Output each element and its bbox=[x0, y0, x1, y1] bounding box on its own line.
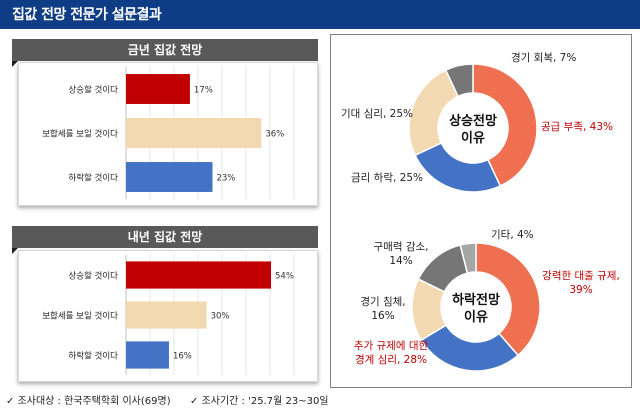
slice-label: 경기 침체, bbox=[360, 295, 405, 308]
data-label: 17% bbox=[194, 86, 213, 96]
category-label: 상승할 것이다 bbox=[68, 85, 118, 96]
bar-chart-2-title: 내년 집값 전망 bbox=[127, 230, 203, 244]
slice-label: 기대 심리, 25% bbox=[341, 108, 413, 120]
slice-label: 구매력 감소, bbox=[374, 241, 429, 253]
category-label: 보합세를 보일 것이다 bbox=[42, 311, 118, 322]
donut-center-title: 이유 bbox=[461, 130, 485, 146]
bar-panel-title-this-year: 금년 집값 전망 bbox=[12, 39, 318, 67]
slice-label: 14% bbox=[389, 255, 412, 267]
donut-slice bbox=[472, 63, 538, 187]
donut-charts: 상승전망 이유 공급 부족, 43% 금리 하락, 25% 기대 심리, 25% 경기 … bbox=[341, 51, 620, 372]
survey-period-note: ✓ 조사기간 : '25.7월 23~30일 bbox=[190, 396, 329, 407]
slice-label: 공급 부족, 43% bbox=[541, 121, 613, 133]
donut-slice bbox=[414, 141, 502, 193]
slice-label: 추가 규제에 대한 bbox=[354, 340, 429, 352]
category-label: 하락할 것이다 bbox=[68, 173, 118, 184]
slice-label: 강력한 대출 규제, bbox=[542, 270, 620, 282]
donut-slice bbox=[444, 63, 474, 98]
slice-label: 경기 회복, 7% bbox=[511, 51, 576, 64]
bar bbox=[126, 162, 213, 192]
category-label: 상승할 것이다 bbox=[68, 271, 118, 282]
reasons-panel: 상승전망 이유 공급 부족, 43% 금리 하락, 25% 기대 심리, 25% 경기 … bbox=[330, 34, 632, 388]
slice-label: 39% bbox=[569, 284, 592, 296]
category-label: 보합세를 보일 것이다 bbox=[42, 129, 118, 140]
panel-corner-decoration bbox=[12, 248, 18, 254]
bar bbox=[126, 301, 207, 329]
slice-label: 금리 하락, 25% bbox=[351, 171, 423, 184]
survey-target-note: ✓ 조사대상 : 한국주택학회 이사(69명) bbox=[6, 396, 171, 407]
bar bbox=[126, 341, 169, 369]
donut-center-title: 이유 bbox=[464, 309, 488, 325]
data-label: 23% bbox=[216, 174, 235, 184]
donut-slice bbox=[408, 69, 460, 157]
header-bar: 집값 전망 전문가 설문결과 bbox=[0, 0, 640, 29]
slice-label: 경계 심리, 28% bbox=[355, 353, 427, 366]
data-label: 54% bbox=[275, 272, 294, 282]
data-label: 30% bbox=[211, 312, 230, 322]
data-label: 36% bbox=[265, 130, 284, 140]
bar bbox=[126, 74, 190, 104]
slice-label: 기타, 4% bbox=[491, 229, 534, 241]
page-title: 집값 전망 전문가 설문결과 bbox=[12, 7, 162, 23]
donut-slice bbox=[475, 242, 541, 357]
bar bbox=[126, 118, 262, 148]
panel-corner-decoration bbox=[12, 61, 18, 67]
bar-panel-this-year: 상승할 것이다 17% 보합세를 보일 것이다 36% 하락할 것이다 23% bbox=[18, 62, 318, 206]
donut-center-title: 상승전망 bbox=[449, 113, 497, 129]
bar-chart-this-year: 상승할 것이다 17% 보합세를 보일 것이다 36% 하락할 것이다 23% bbox=[42, 67, 295, 199]
data-label: 16% bbox=[173, 352, 192, 362]
bar-panel-next-year: 상승할 것이다 54% 보합세를 보일 것이다 30% 하락할 것이다 16% bbox=[18, 250, 318, 382]
donut-center-title: 하락전망 bbox=[452, 292, 500, 308]
bar-chart-next-year: 상승할 것이다 54% 보합세를 보일 것이다 30% 하락할 것이다 16% bbox=[42, 255, 295, 375]
bar-panel-title-next-year: 내년 집값 전망 bbox=[12, 226, 318, 254]
slice-label: 16% bbox=[371, 310, 394, 322]
bar-chart-1-title: 금년 집값 전망 bbox=[127, 43, 203, 57]
donut-slice bbox=[459, 242, 477, 274]
category-label: 하락할 것이다 bbox=[68, 351, 118, 362]
bar bbox=[126, 261, 272, 289]
